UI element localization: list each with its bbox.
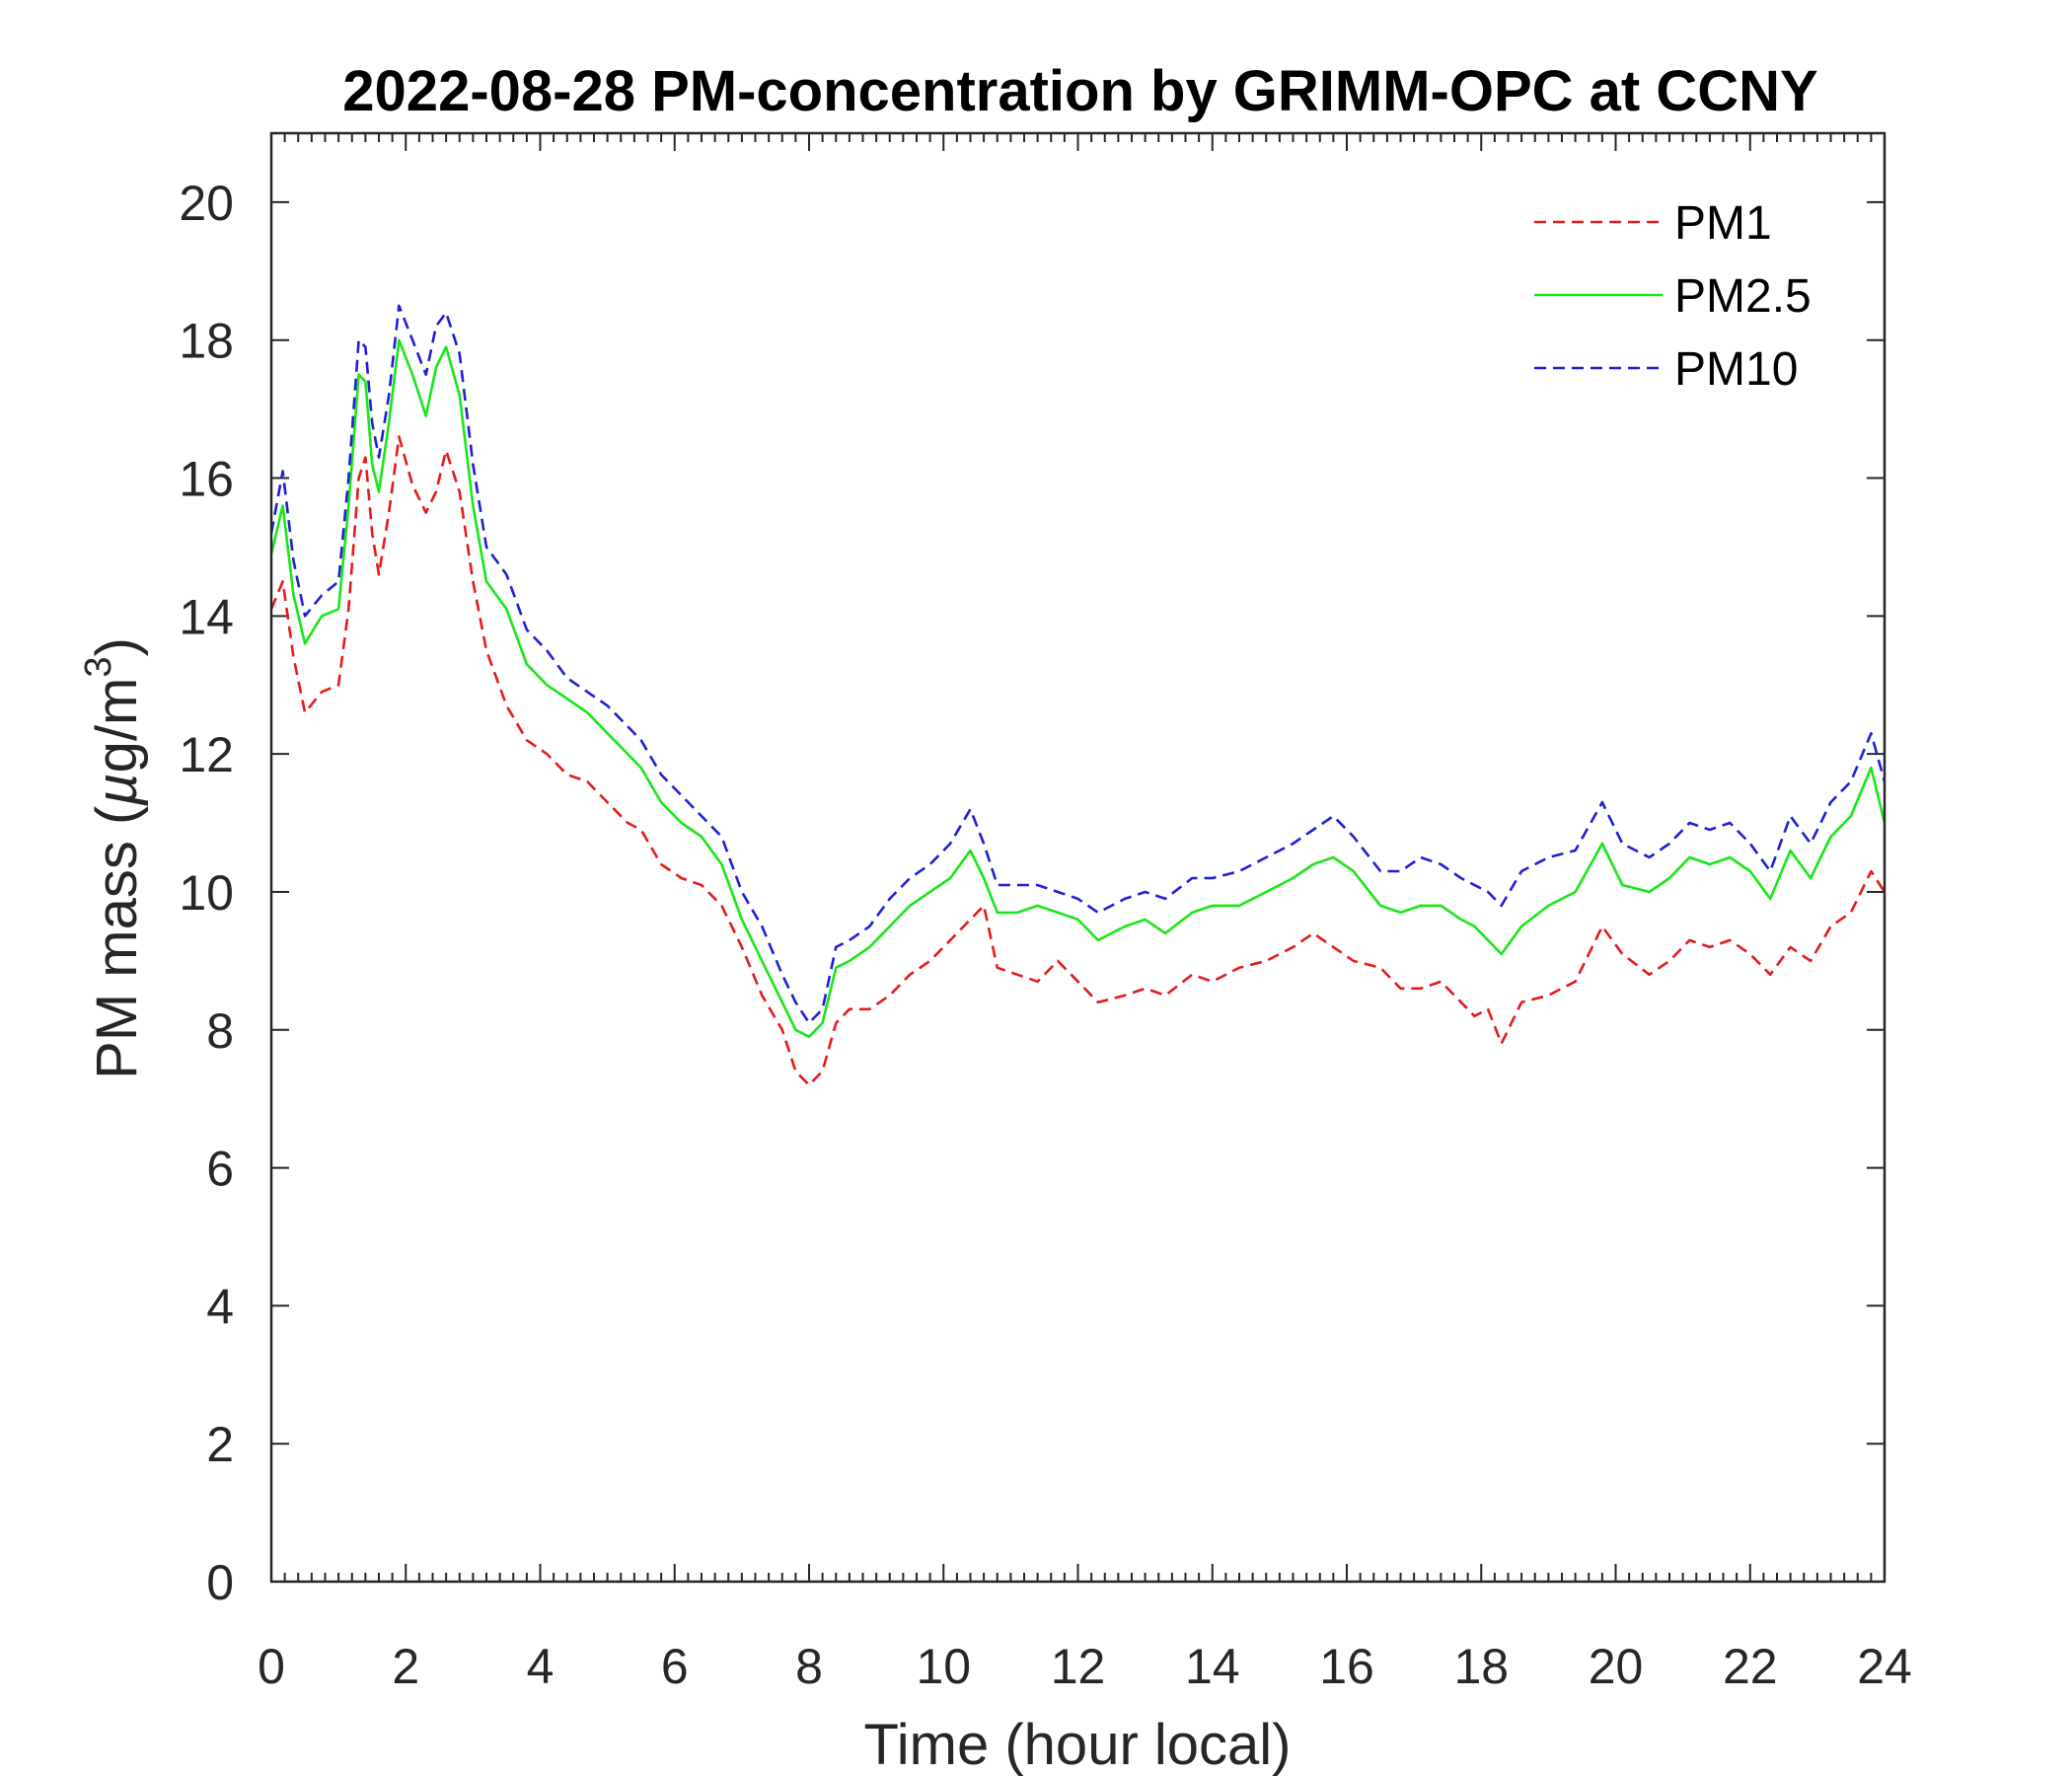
y-label-mu: µ (85, 773, 149, 806)
series-line-pm2-5 (269, 338, 1887, 1039)
x-tick-label: 18 (1453, 1639, 1509, 1694)
y-tick-labels: 0 2 4 6 8 10 12 14 16 18 20 (179, 176, 234, 1610)
y-tick-label: 10 (179, 865, 234, 921)
series-line-pm1 (269, 435, 1887, 1086)
x-tick-label: 20 (1589, 1639, 1644, 1694)
x-tick-label: 0 (258, 1639, 285, 1694)
x-tick-label: 2 (392, 1639, 419, 1694)
x-tick-labels: 0 2 4 6 8 10 12 14 16 18 20 22 24 (258, 1639, 1912, 1694)
x-tick-label: 10 (916, 1639, 971, 1694)
y-tick-label: 12 (179, 727, 234, 782)
x-tick-label: 4 (527, 1639, 555, 1694)
y-tick-label: 8 (206, 1003, 234, 1059)
y-label-superscript: 3 (78, 656, 119, 677)
y-tick-label: 2 (206, 1417, 234, 1472)
chart-title: 2022-08-28 PM-concentration by GRIMM-OPC… (342, 59, 1817, 123)
x-tick-label: 6 (661, 1639, 689, 1694)
legend: PM1 PM2.5 PM10 (1534, 197, 1812, 396)
x-tick-label: 24 (1857, 1639, 1912, 1694)
y-tick-label: 18 (179, 314, 234, 369)
y-label-unit: g/m (85, 678, 149, 774)
y-label-prefix: PM mass ( (85, 806, 149, 1079)
y-tick-label: 0 (206, 1555, 234, 1610)
x-tick-label: 8 (795, 1639, 823, 1694)
axes-box (269, 131, 1887, 1584)
x-axis-label: Time (hour local) (864, 1713, 1292, 1776)
y-tick-label: 20 (179, 176, 234, 231)
series-line-pm10 (269, 304, 1887, 1025)
x-tick-label: 14 (1185, 1639, 1240, 1694)
y-tick-label: 4 (206, 1279, 234, 1334)
axis-ticks (270, 133, 1886, 1583)
plot-series (269, 304, 1887, 1086)
x-tick-label: 12 (1051, 1639, 1106, 1694)
legend-label: PM1 (1674, 197, 1772, 250)
y-tick-label: 14 (179, 589, 234, 644)
x-tick-label: 16 (1319, 1639, 1374, 1694)
legend-label: PM2.5 (1674, 270, 1812, 323)
y-label-suffix: ) (85, 637, 149, 656)
legend-label: PM10 (1674, 343, 1798, 396)
y-tick-label: 6 (206, 1142, 234, 1197)
y-tick-label: 16 (179, 452, 234, 507)
x-tick-label: 22 (1723, 1639, 1778, 1694)
y-axis-label: PM mass (µg/m3) (78, 637, 149, 1079)
